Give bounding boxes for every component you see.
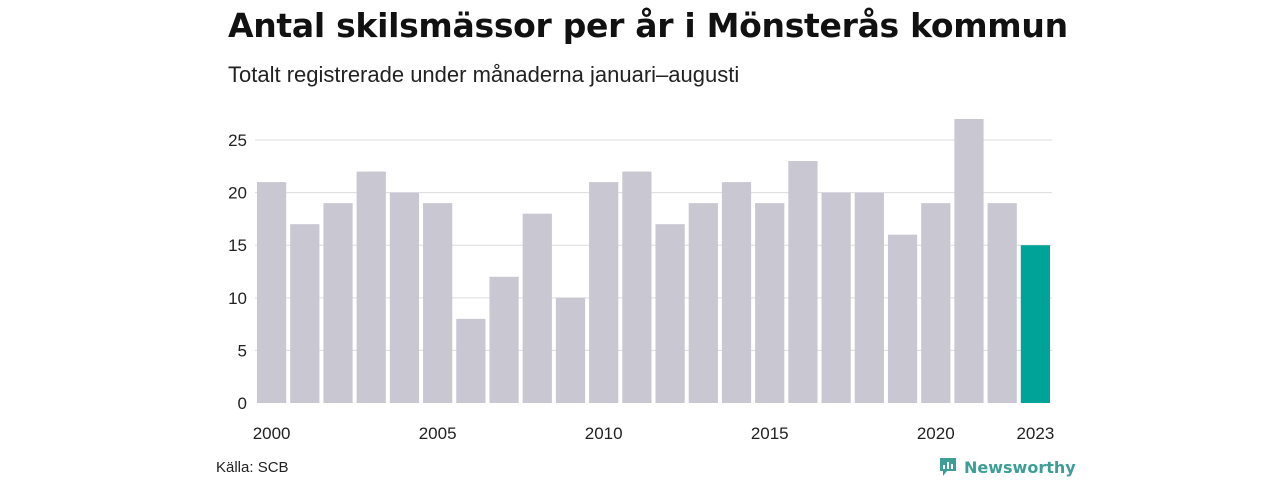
y-tick-label: 0 xyxy=(238,394,247,413)
brand-logo: Newsworthy xyxy=(938,456,1076,478)
bar-2013 xyxy=(688,203,718,403)
bar-2018 xyxy=(854,192,884,403)
x-axis: 2000 2005 2010 2015 2020 2023 xyxy=(253,403,1054,443)
bar-2015 xyxy=(755,203,785,403)
source-label: Källa: SCB xyxy=(216,459,289,476)
bar-2009 xyxy=(555,297,586,403)
bar-2016 xyxy=(788,161,818,403)
bar-2001 xyxy=(290,224,320,403)
bar-2012 xyxy=(655,224,685,403)
y-tick-label: 20 xyxy=(228,184,247,203)
bar-2007 xyxy=(489,276,519,403)
y-axis: 0 5 10 15 20 25 xyxy=(228,131,247,413)
bar-2019 xyxy=(887,234,918,403)
bar-2010 xyxy=(589,182,619,403)
bars xyxy=(257,119,1050,403)
chart-subtitle: Totalt registrerade under månaderna janu… xyxy=(228,62,740,87)
x-tick-label: 2000 xyxy=(253,424,291,443)
bar-2004 xyxy=(389,192,420,403)
bar-2006 xyxy=(456,318,486,403)
x-tick-label: 2023 xyxy=(1016,424,1054,443)
bar-2020 xyxy=(921,203,951,403)
chart-title: Antal skilsmässor per år i Mönsterås kom… xyxy=(228,6,1068,45)
bar-2011 xyxy=(622,171,652,403)
y-tick-label: 10 xyxy=(228,289,247,308)
bar-2021 xyxy=(954,119,984,403)
newsworthy-logo-icon xyxy=(940,458,956,476)
bar-2023 xyxy=(1020,245,1050,403)
bar-2000 xyxy=(257,182,287,403)
grid-lines xyxy=(255,139,1052,351)
x-tick-label: 2005 xyxy=(419,424,457,443)
x-tick-label: 2020 xyxy=(917,424,955,443)
bar-2022 xyxy=(987,203,1017,403)
bar-2003 xyxy=(356,171,386,403)
y-tick-label: 25 xyxy=(228,131,247,150)
y-tick-label: 15 xyxy=(228,236,247,255)
bar-2017 xyxy=(821,192,851,403)
x-tick-label: 2015 xyxy=(751,424,789,443)
bar-2002 xyxy=(323,203,353,403)
y-tick-label: 5 xyxy=(238,341,247,360)
x-tick-label: 2010 xyxy=(585,424,623,443)
bar-2014 xyxy=(721,182,752,403)
bar-2005 xyxy=(423,203,453,403)
bar-2008 xyxy=(522,213,552,403)
brand-name: Newsworthy xyxy=(964,457,1076,477)
